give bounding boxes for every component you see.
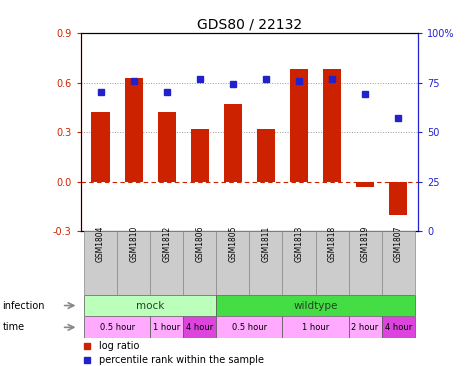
Text: GSM1818: GSM1818 — [328, 225, 336, 262]
Text: wildtype: wildtype — [294, 300, 338, 310]
Bar — [224, 104, 242, 182]
Text: GSM1805: GSM1805 — [228, 225, 238, 262]
Bar — [349, 317, 381, 338]
Bar — [323, 69, 341, 182]
Bar — [381, 231, 415, 295]
Bar — [290, 69, 308, 182]
Text: GSM1813: GSM1813 — [294, 225, 304, 262]
Text: percentile rank within the sample: percentile rank within the sample — [99, 355, 264, 365]
Bar — [283, 317, 349, 338]
Bar — [150, 231, 183, 295]
Bar — [216, 295, 415, 317]
Bar — [356, 182, 374, 187]
Text: 4 hour: 4 hour — [186, 323, 213, 332]
Text: 1 hour: 1 hour — [302, 323, 329, 332]
Bar — [158, 112, 176, 182]
Bar — [249, 231, 283, 295]
Text: mock: mock — [136, 300, 164, 310]
Bar — [349, 231, 381, 295]
Text: log ratio: log ratio — [99, 341, 140, 351]
Bar — [283, 231, 315, 295]
Text: 1 hour: 1 hour — [153, 323, 180, 332]
Text: GSM1807: GSM1807 — [394, 225, 403, 262]
Text: GSM1810: GSM1810 — [129, 225, 138, 262]
Text: time: time — [2, 322, 25, 332]
Bar — [190, 129, 209, 182]
Text: GSM1811: GSM1811 — [261, 225, 270, 262]
Bar — [183, 231, 216, 295]
Bar — [183, 317, 216, 338]
Text: infection: infection — [2, 300, 45, 310]
Bar — [381, 317, 415, 338]
Bar — [84, 317, 150, 338]
Text: GSM1806: GSM1806 — [195, 225, 204, 262]
Bar — [150, 317, 183, 338]
Bar — [216, 231, 249, 295]
Bar — [124, 78, 143, 182]
Title: GDS80 / 22132: GDS80 / 22132 — [197, 18, 302, 32]
Text: 2 hour: 2 hour — [352, 323, 379, 332]
Bar — [84, 295, 216, 317]
Bar — [257, 129, 275, 182]
Text: 4 hour: 4 hour — [385, 323, 412, 332]
Text: GSM1804: GSM1804 — [96, 225, 105, 262]
Bar — [84, 231, 117, 295]
Text: GSM1812: GSM1812 — [162, 225, 171, 262]
Text: 0.5 hour: 0.5 hour — [232, 323, 267, 332]
Bar — [315, 231, 349, 295]
Bar — [117, 231, 150, 295]
Text: 0.5 hour: 0.5 hour — [100, 323, 135, 332]
Text: GSM1819: GSM1819 — [361, 225, 370, 262]
Bar — [389, 182, 407, 215]
Bar — [92, 112, 110, 182]
Bar — [216, 317, 283, 338]
